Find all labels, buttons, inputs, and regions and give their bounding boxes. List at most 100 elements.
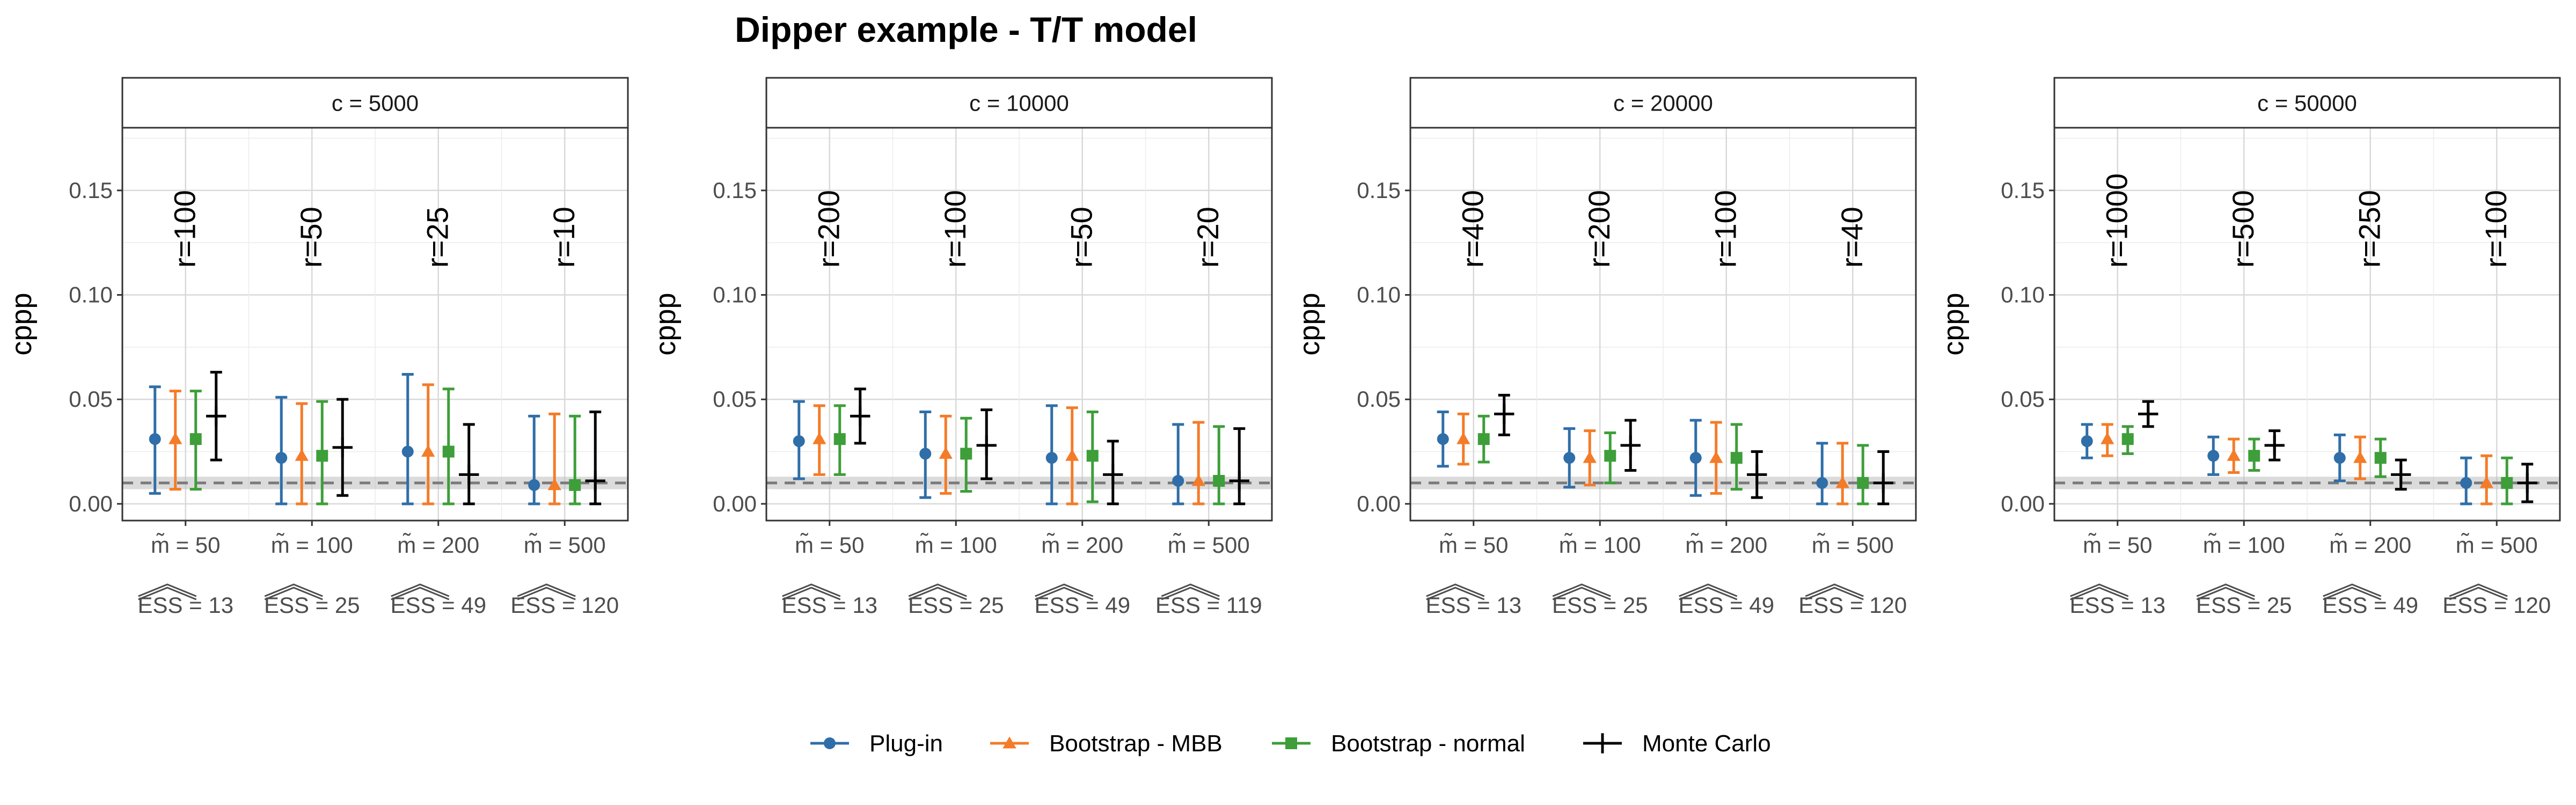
ess-hat-icon (1679, 583, 1738, 597)
ess-hat-icon (1161, 587, 1220, 601)
data-point (1709, 451, 1723, 463)
y-axis-title: cppp (1293, 292, 1326, 355)
ess-hat-icon (908, 587, 967, 601)
legend-marker-icon (1002, 736, 1016, 749)
data-point (1191, 474, 1205, 486)
y-tick-label: 0.15 (69, 178, 113, 203)
ess-label: ESS = 13 (1425, 592, 1521, 618)
ess-hat-icon (1679, 587, 1738, 601)
series-monte-carlo (850, 387, 1249, 506)
data-point (1103, 464, 1123, 485)
x-tick-label: m̃ = 500 (1168, 532, 1250, 558)
series-bootstrap-mbb (2101, 423, 2493, 506)
data-point (459, 464, 479, 485)
data-point (2121, 433, 2134, 445)
legend-label: Bootstrap - MBB (1049, 730, 1223, 757)
r-label: r=250 (2353, 190, 2387, 268)
data-point (939, 447, 953, 459)
x-tick-label: m̃ = 50 (151, 532, 221, 558)
data-point (401, 445, 414, 458)
x-tick-label: m̃ = 50 (2083, 532, 2153, 558)
reference-band (2054, 477, 2560, 489)
legend-marker-icon (1592, 733, 1613, 753)
panel-3: c = 20000 r=400 r=200 r=100 r=40 0.00 0.05 0.10… (1293, 77, 1917, 618)
legend-item-plug-in: Plug-in (810, 730, 943, 757)
data-point (2138, 404, 2158, 425)
r-label: r=50 (1065, 207, 1099, 268)
legend-item-bootstrap-normal: Bootstrap - normal (1272, 730, 1525, 757)
data-point (169, 432, 182, 444)
y-tick-label: 0.00 (69, 491, 113, 516)
r-label: r=25 (421, 207, 455, 268)
y-tick-label: 0.15 (2001, 178, 2045, 203)
ess-hat-icon (264, 587, 323, 601)
data-point (2333, 452, 2346, 464)
data-point (1747, 464, 1767, 485)
ess-hat-icon (138, 587, 197, 601)
r-label: r=200 (812, 190, 846, 268)
r-label: r=100 (1709, 190, 1743, 268)
series-plug-in (2081, 423, 2472, 506)
data-point (2081, 435, 2093, 448)
panels: c = 5000 r=100 r=50 r=25 r=10 0.00 0.05 0.10 0.1… (5, 77, 2561, 618)
ess-hat-icon (1426, 583, 1485, 597)
series-monte-carlo (206, 371, 605, 506)
data-point (1172, 475, 1184, 487)
ess-hat-icon (391, 583, 450, 597)
ess-label: ESS = 49 (1034, 592, 1130, 618)
y-tick-label: 0.10 (2001, 282, 2045, 307)
ess-hat-icon (2323, 587, 2382, 601)
data-point (2248, 450, 2260, 462)
data-point (2501, 477, 2513, 489)
data-point (2101, 432, 2114, 444)
series-plug-in (149, 372, 540, 506)
ess-hat-icon (264, 583, 323, 597)
x-tick-label: m̃ = 500 (1812, 532, 1894, 558)
data-point (1477, 433, 1490, 445)
ess-hat-icon (782, 587, 841, 601)
y-tick-label: 0.10 (713, 282, 757, 307)
data-point (2460, 477, 2472, 489)
data-point (1065, 449, 1079, 461)
legend-marker-icon (1285, 737, 1297, 749)
x-tick-label: m̃ = 100 (915, 532, 997, 558)
data-point (1873, 473, 1893, 493)
x-tick-label: m̃ = 100 (1559, 532, 1641, 558)
ess-label: ESS = 13 (137, 592, 233, 618)
data-point (1816, 477, 1828, 489)
legend-label: Bootstrap - normal (1331, 730, 1525, 757)
legend-label: Plug-in (869, 730, 943, 757)
reference-band (122, 477, 628, 489)
panel-border (765, 127, 1273, 522)
series-bootstrap-normal (2121, 425, 2513, 506)
ess-hat-icon (908, 583, 967, 597)
ess-hat-icon (1552, 583, 1611, 597)
data-point (1213, 475, 1225, 487)
y-tick-label: 0.00 (1357, 491, 1401, 516)
ess-hat-icon (782, 583, 841, 597)
ess-label: ESS = 13 (2069, 592, 2165, 618)
legend-item-bootstrap-mbb: Bootstrap - MBB (990, 730, 1223, 757)
x-tick-label: m̃ = 200 (2329, 532, 2411, 558)
ess-hat-icon (517, 583, 576, 597)
facet-strip (121, 77, 629, 129)
chart-title: Dipper example - T/T model (735, 10, 1197, 49)
data-point (332, 437, 353, 458)
data-point (1689, 452, 1702, 464)
data-point (2479, 476, 2493, 488)
data-point (1437, 433, 1449, 445)
data-point (1045, 452, 1058, 464)
data-point (2207, 450, 2220, 462)
ess-label: ESS = 13 (781, 592, 877, 618)
ess-label: ESS = 25 (2196, 592, 2292, 618)
facet-strip-label: c = 5000 (332, 91, 419, 116)
data-point (813, 432, 826, 444)
x-tick-label: m̃ = 500 (524, 532, 606, 558)
data-point (1457, 432, 1470, 444)
ess-label: ESS = 49 (1678, 592, 1774, 618)
x-tick-label: m̃ = 100 (271, 532, 353, 558)
data-point (547, 478, 561, 491)
ess-label: ESS = 120 (1798, 592, 1907, 618)
data-point (919, 448, 932, 460)
